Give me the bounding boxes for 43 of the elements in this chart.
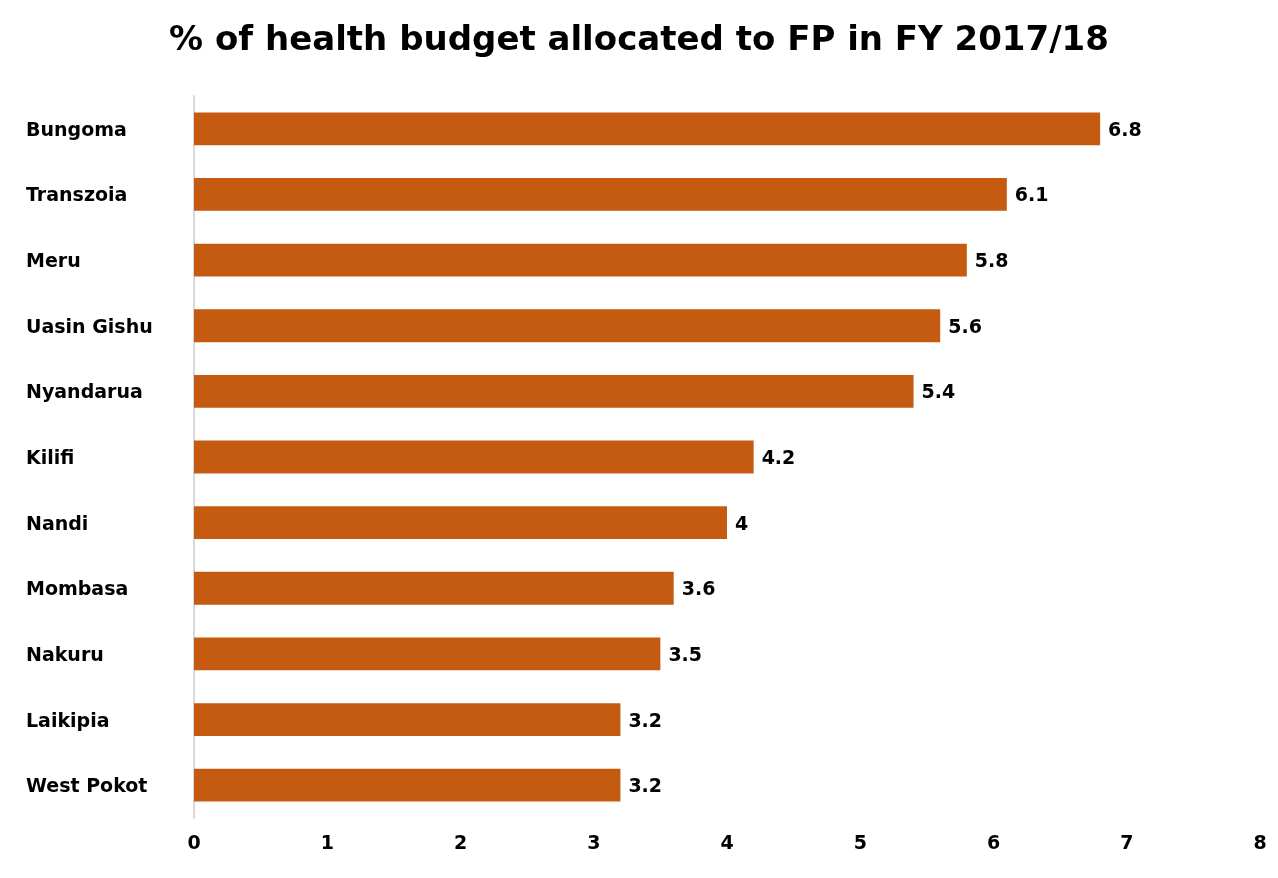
x-tick-label: 2	[453, 830, 468, 853]
x-tick-label: 0	[187, 830, 201, 853]
y-tick-label: Nandi	[26, 511, 89, 534]
data-label: 3.2	[628, 708, 663, 731]
bar	[194, 112, 1101, 146]
x-tick-label: 1	[320, 830, 334, 853]
data-label: 5.8	[974, 249, 1009, 272]
data-label: 4	[735, 511, 749, 534]
data-label: 5.6	[948, 314, 982, 337]
x-tick-label: 3	[587, 830, 601, 853]
bar	[194, 768, 621, 802]
y-tick-label: Mombasa	[26, 577, 129, 600]
y-tick-label: Kilifi	[26, 446, 75, 468]
bar	[194, 506, 727, 540]
x-tick-label: 8	[1253, 830, 1267, 853]
y-tick-label: Uasin Gishu	[26, 314, 153, 337]
y-tick-label: Transzoia	[26, 183, 128, 206]
y-tick-label: West Pokot	[26, 774, 148, 797]
data-label: 3.5	[668, 642, 703, 665]
bar	[194, 178, 1007, 211]
data-label: 4.2	[761, 446, 796, 468]
bar	[194, 374, 914, 408]
x-tick-label: 7	[1120, 830, 1134, 853]
bar	[194, 440, 754, 474]
bar	[194, 243, 967, 277]
data-label: 6.1	[1014, 183, 1049, 206]
bar	[194, 703, 621, 736]
y-tick-label: Nyandarua	[26, 380, 143, 403]
data-label: 6.8	[1108, 117, 1142, 140]
data-label: 3.6	[681, 577, 716, 600]
bar	[194, 571, 674, 605]
y-tick-label: Laikipia	[26, 708, 110, 731]
y-tick-label: Nakuru	[26, 642, 104, 665]
x-tick-label: 5	[853, 830, 867, 853]
x-tick-label: 6	[986, 830, 1001, 853]
y-tick-label: Meru	[26, 249, 81, 272]
data-label: 3.2	[628, 774, 663, 797]
y-tick-label: Bungoma	[26, 117, 127, 140]
x-tick-label: 4	[720, 830, 734, 853]
chart-title: % of health budget allocated to FP in FY 2017/18	[169, 18, 1109, 58]
bar	[194, 637, 661, 671]
data-label: 5.4	[921, 380, 956, 403]
bar	[194, 309, 941, 343]
